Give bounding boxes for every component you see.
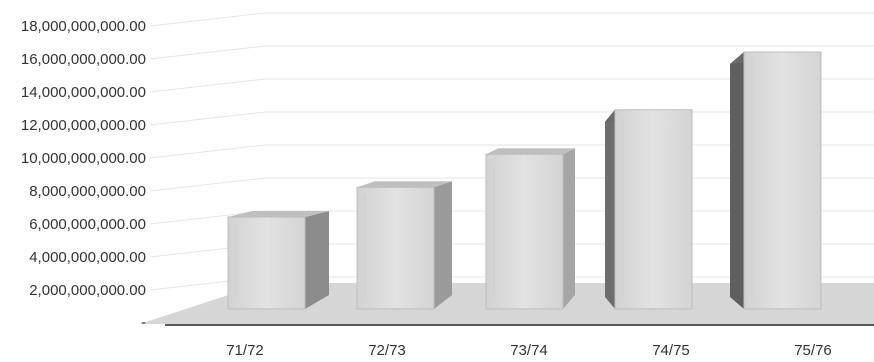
x-tick-label: 73/74	[510, 342, 548, 359]
bar-top	[228, 211, 329, 217]
bar-front	[356, 186, 435, 310]
x-tick-label: 72/73	[368, 342, 406, 359]
bar-75/76	[730, 51, 822, 310]
bar-side	[730, 52, 744, 309]
gridline	[149, 45, 874, 60]
bar-front	[227, 216, 306, 310]
bar-front	[614, 109, 693, 310]
value-axis-labels: - 2,000,000,000.00 4,000,000,000.00 6,000,0…	[21, 18, 146, 331]
bar-front	[485, 153, 564, 310]
bar-side	[563, 148, 575, 309]
y-tick-label: 8,000,000,000.00	[29, 183, 146, 200]
y-tick-label: 18,000,000,000.00	[21, 18, 146, 35]
x-tick-label: 74/75	[652, 342, 690, 359]
gridline	[149, 78, 874, 93]
bars	[227, 51, 822, 310]
bar-top	[486, 148, 575, 155]
x-tick-label: 71/72	[226, 342, 264, 359]
y-tick-label: 4,000,000,000.00	[29, 249, 146, 266]
y-tick-label: 2,000,000,000.00	[29, 282, 146, 299]
bar-72/73	[356, 181, 452, 310]
y-tick-label: -	[141, 314, 146, 331]
bar-side	[605, 109, 615, 309]
bar-top	[357, 181, 452, 188]
y-tick-label: 14,000,000,000.00	[21, 84, 146, 101]
gridline	[149, 12, 874, 27]
bar-73/74	[485, 148, 575, 310]
bar-side	[305, 211, 329, 309]
bar-front	[743, 51, 822, 310]
y-tick-label: 6,000,000,000.00	[29, 216, 146, 233]
category-labels: 71/72 72/73 73/74 74/75 75/76	[226, 342, 832, 359]
x-tick-label: 75/76	[794, 342, 832, 359]
y-tick-label: 12,000,000,000.00	[21, 117, 146, 134]
y-tick-label: 10,000,000,000.00	[21, 150, 146, 167]
bar-side	[434, 181, 452, 309]
bar-74/75	[605, 109, 693, 310]
y-tick-label: 16,000,000,000.00	[21, 51, 146, 68]
bar-71/72	[227, 211, 329, 310]
